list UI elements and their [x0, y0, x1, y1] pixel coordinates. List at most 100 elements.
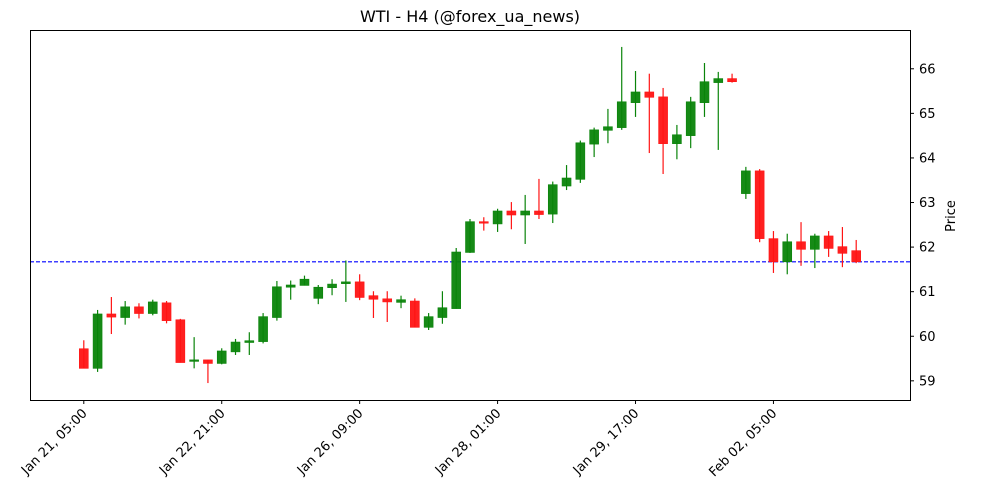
y-tick-label: 66 [919, 62, 936, 77]
candle [175, 318, 186, 363]
y-axis-label: Price [944, 200, 959, 232]
y-tick-label: 62 [919, 241, 936, 256]
candle-body [685, 101, 696, 136]
candle-body [561, 177, 572, 187]
candle-body [520, 210, 530, 216]
candle [120, 301, 130, 325]
candle [272, 280, 282, 321]
candle-body [120, 306, 130, 318]
candle [823, 231, 834, 257]
candle [506, 202, 517, 230]
candle-body [396, 299, 406, 303]
candle [603, 108, 613, 144]
y-tick-label: 60 [919, 330, 936, 345]
candle [106, 297, 117, 335]
candle-body [837, 246, 848, 254]
candle-body [341, 281, 351, 284]
candle-body [851, 250, 861, 263]
candle [465, 219, 475, 253]
candle [658, 87, 668, 174]
candle-body [796, 241, 806, 250]
candle-body [506, 210, 517, 216]
candle [299, 275, 310, 286]
candle [134, 303, 144, 319]
x-tick-label: Jan 22, 21:00 [156, 406, 228, 478]
candle [382, 291, 393, 322]
candle-body [672, 134, 682, 144]
candle [837, 227, 848, 268]
candle [341, 260, 351, 302]
candle [796, 222, 806, 266]
candle [741, 166, 751, 199]
candle [92, 309, 103, 372]
candle [451, 247, 461, 309]
candle-body [589, 129, 599, 145]
candle-body [147, 301, 158, 314]
candle-body [423, 316, 434, 328]
candle-body [479, 221, 489, 224]
candle-body [699, 81, 710, 103]
candle [810, 233, 820, 269]
candle-body [189, 359, 199, 362]
candle [354, 274, 365, 301]
candle [410, 298, 420, 328]
candle-body [492, 210, 503, 225]
x-tick-label: Jan 29, 17:00 [570, 406, 642, 478]
candle-body [92, 313, 103, 369]
x-tick-label: Jan 28, 01:00 [432, 406, 504, 478]
candle [616, 46, 627, 130]
candle [520, 194, 530, 244]
candle-body [768, 238, 779, 263]
candle [258, 313, 268, 344]
y-tick-label: 65 [919, 107, 936, 122]
candle-body [616, 101, 627, 128]
candle [423, 313, 434, 331]
candle [313, 284, 324, 305]
candle-body [216, 350, 227, 364]
candle-body [810, 235, 820, 250]
candle-body [741, 170, 751, 194]
candle-body [547, 184, 558, 215]
chart-title: WTI - H4 (@forex_ua_news) [360, 7, 580, 27]
candle [589, 127, 599, 158]
candle-body [603, 126, 613, 131]
candle-body [134, 306, 144, 314]
candle [368, 291, 379, 318]
candle [782, 233, 793, 275]
candle [147, 299, 158, 316]
candle [79, 340, 89, 369]
candle [244, 332, 255, 355]
candle-body [451, 251, 461, 309]
candle [644, 73, 655, 154]
candle-body [782, 241, 793, 263]
y-tick-label: 63 [919, 196, 936, 211]
candle-body [299, 278, 310, 286]
candle [161, 301, 172, 324]
candle-body [575, 142, 586, 180]
candle-body [644, 91, 655, 98]
candle-body [410, 300, 420, 328]
candle [727, 73, 737, 83]
x-tick-label: Feb 02, 05:00 [706, 406, 780, 480]
plot-frame [30, 30, 911, 401]
candle-body [354, 281, 365, 298]
candle [672, 124, 682, 160]
candle-body [161, 302, 172, 321]
candle [203, 359, 213, 384]
candle-body [437, 307, 448, 318]
candle [851, 239, 861, 264]
candle [699, 62, 710, 117]
candle-body [272, 286, 282, 318]
candle [396, 295, 406, 309]
y-tick-label: 64 [919, 151, 936, 166]
candle-body [713, 78, 724, 83]
candle-body [368, 295, 379, 300]
candle [754, 169, 765, 243]
candle [713, 71, 724, 150]
candle-body [658, 96, 668, 144]
candle-body [313, 286, 324, 299]
candle [285, 280, 296, 300]
candle-body [203, 359, 213, 364]
candle [230, 338, 241, 355]
